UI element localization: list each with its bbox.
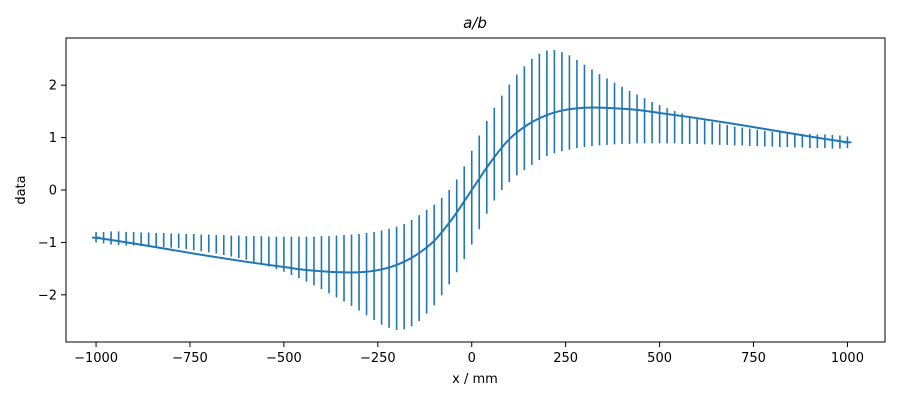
x-tick-label: −250 xyxy=(360,351,396,366)
y-tick-label: −1 xyxy=(38,236,57,251)
plot-area xyxy=(92,50,852,330)
y-tick-label: 1 xyxy=(49,131,57,146)
y-tick-label: −2 xyxy=(38,288,57,303)
x-axis-ticks: −1000 −750 −500 −250 0 250 500 750 1000 xyxy=(74,342,864,366)
x-axis-label: x / mm xyxy=(452,372,498,387)
x-tick-label: 250 xyxy=(553,351,578,366)
x-tick-label: 750 xyxy=(741,351,766,366)
y-axis-ticks: −2 −1 0 1 2 xyxy=(38,79,66,303)
x-tick-label: −500 xyxy=(266,351,302,366)
x-tick-label: −1000 xyxy=(74,351,118,366)
series-line xyxy=(95,106,848,274)
chart-title: a/b xyxy=(463,14,487,32)
x-tick-label: −750 xyxy=(172,351,208,366)
x-tick-label: 1000 xyxy=(831,351,864,366)
x-tick-label: 0 xyxy=(468,351,476,366)
y-tick-label: 2 xyxy=(49,79,57,94)
y-axis-label: data xyxy=(14,175,29,204)
x-tick-label: 500 xyxy=(647,351,672,366)
y-tick-label: 0 xyxy=(49,184,57,199)
plot-frame xyxy=(65,37,886,343)
